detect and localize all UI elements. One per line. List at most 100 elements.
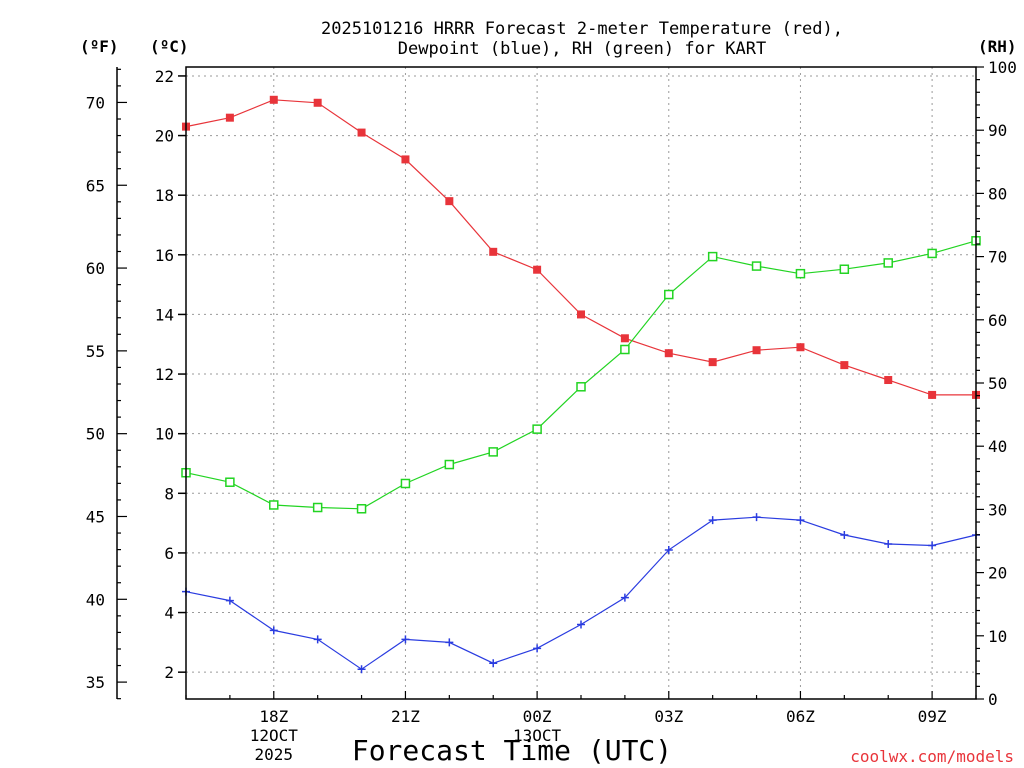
fahrenheit-tick-label: 70 [86, 93, 105, 112]
x-tick-label: 21Z [391, 707, 420, 726]
fahrenheit-tick-label: 50 [86, 425, 105, 444]
celsius-tick-label: 8 [164, 484, 174, 503]
x-tick-label: 06Z [786, 707, 815, 726]
rh-point [795, 268, 806, 279]
dewpoint-point [225, 596, 234, 605]
rh-tick-label: 30 [988, 500, 1007, 519]
fahrenheit-tick-label: 45 [86, 507, 105, 526]
dewpoint-point [664, 545, 673, 554]
dewpoint-point [489, 659, 498, 668]
rh-point [532, 424, 542, 434]
celsius-tick-label: 18 [155, 186, 174, 205]
chart-title-line1: 2025101216 HRRR Forecast 2-meter Tempera… [321, 19, 843, 39]
temperature-line [185, 99, 976, 396]
x-tick-date-label: 12OCT [250, 726, 299, 745]
fahrenheit-tick-label: 40 [86, 590, 105, 609]
axes-layer: 2 4 6 8 10 12 14 16 18 20 22 35 40 45 50 55 60 65 70 0 10 20 3… [86, 58, 1017, 764]
credit-text: coolwx.com/models [850, 747, 1014, 766]
dewpoint-point [269, 626, 278, 635]
dewpoint-point [840, 531, 849, 540]
rh-tick-label: 90 [988, 121, 1007, 140]
temperature-point [840, 361, 849, 370]
dewpoint-point [928, 541, 937, 550]
dewpoint-point [313, 635, 322, 644]
rh-tick-label: 50 [988, 374, 1007, 393]
temperature-point [928, 390, 937, 399]
x-tick-label: 09Z [918, 707, 947, 726]
rh-point [269, 500, 279, 510]
fahrenheit-unit-label: (ºF) [80, 37, 119, 56]
temperature-point [664, 349, 673, 358]
dewpoint-point [577, 620, 585, 629]
rh-tick-label: 0 [988, 690, 998, 709]
celsius-tick-label: 4 [164, 604, 174, 623]
rh-tick-label: 80 [988, 184, 1007, 203]
celsius-tick-label: 14 [155, 305, 174, 324]
dewpoint-point [533, 644, 542, 653]
dewpoint-point [445, 638, 454, 647]
fahrenheit-tick-label: 55 [86, 342, 105, 361]
temperature-point [620, 334, 629, 343]
temperature-point [225, 113, 234, 122]
temperature-point [269, 95, 278, 104]
rh-point [576, 382, 586, 392]
celsius-unit-label: (ºC) [150, 37, 189, 56]
celsius-tick-label: 22 [155, 67, 174, 86]
fahrenheit-tick-label: 60 [86, 259, 105, 278]
x-tick-label: 00Z [523, 707, 552, 726]
temperature-point [357, 128, 366, 137]
temperature-point [489, 247, 498, 256]
x-tick-label: 18Z [259, 707, 288, 726]
celsius-tick-label: 2 [164, 663, 174, 682]
temperature-point [313, 98, 322, 107]
rh-tick-label: 60 [988, 311, 1007, 330]
rh-tick-label: 40 [988, 437, 1007, 456]
rh-point [620, 344, 630, 355]
dewpoint-point [401, 635, 410, 644]
rh-point [883, 258, 893, 268]
celsius-tick-label: 10 [155, 425, 174, 444]
temperature-point [401, 155, 410, 164]
fahrenheit-tick-label: 65 [86, 176, 105, 195]
celsius-tick-label: 16 [155, 246, 174, 265]
temperature-point [708, 358, 717, 367]
rh-tick-label: 70 [988, 248, 1007, 267]
dewpoint-point [357, 665, 366, 674]
celsius-tick-label: 6 [164, 544, 174, 563]
temperature-point [533, 265, 542, 274]
temperature-point [884, 376, 893, 385]
rh-point [444, 459, 455, 470]
dewpoint-point [620, 593, 629, 602]
rh-point [488, 447, 498, 457]
temperature-point [577, 310, 585, 319]
celsius-tick-label: 12 [155, 365, 174, 384]
rh-point [751, 261, 762, 271]
dewpoint-point [752, 513, 761, 522]
dewpoint-point [708, 516, 717, 525]
rh-point [927, 248, 937, 259]
x-tick-date-label: 13OCT [513, 726, 562, 745]
dewpoint-point [884, 539, 893, 548]
rh-line [185, 240, 977, 510]
dewpoint-line [185, 516, 977, 670]
rh-tick-label: 10 [988, 627, 1007, 646]
rh-unit-label: (RH) [978, 37, 1017, 56]
rh-point [664, 289, 674, 300]
series-layer [181, 95, 981, 674]
fahrenheit-tick-label: 35 [86, 673, 105, 692]
x-axis-label: Forecast Time (UTC) [352, 734, 672, 767]
temperature-point [445, 197, 454, 206]
rh-point [839, 264, 850, 274]
rh-tick-label: 20 [988, 564, 1007, 583]
rh-tick-label: 100 [988, 58, 1017, 77]
celsius-tick-label: 20 [155, 127, 174, 146]
rh-point [707, 251, 718, 262]
x-tick-label: 03Z [654, 707, 683, 726]
rh-point [225, 477, 235, 487]
temperature-point [796, 343, 805, 352]
temperature-point [752, 346, 761, 355]
x-tick-year-label: 2025 [255, 745, 294, 764]
chart-title-line2: Dewpoint (blue), RH (green) for KART [398, 39, 766, 59]
rh-point [312, 502, 323, 513]
